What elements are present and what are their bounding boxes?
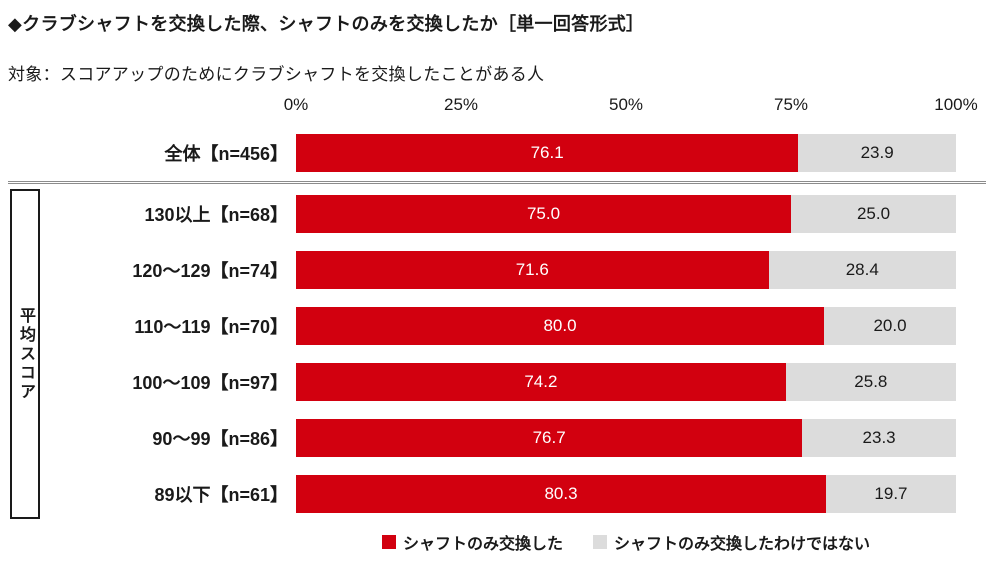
chart: 0% 25% 50% 75% 100% 平均スコア 全体【n=456】 76.1 23.9 1… <box>8 91 986 554</box>
category-label: 全体【n=456】 <box>164 144 288 164</box>
bar-segment-red: 71.6 <box>296 251 769 289</box>
chart-subtitle: 対象：スコアアップのためにクラブシャフトを交換したことがある人 <box>8 65 545 84</box>
chart-title: ◆クラブシャフトを交換した際、シャフトのみを交換したか［単一回答形式］ <box>8 14 645 34</box>
bar-segment-red: 76.7 <box>296 419 803 457</box>
axis-tick-label: 50% <box>608 95 644 114</box>
bar-track: 80.3 19.7 <box>296 475 956 513</box>
bar-value-label: 75.0 <box>526 204 561 223</box>
category-label: 89以下【n=61】 <box>154 485 288 505</box>
category-label: 130以上【n=68】 <box>144 205 288 225</box>
axis-tick-label: 25% <box>443 95 479 114</box>
group-label-box: 平均スコア <box>10 189 40 519</box>
bar-track: 76.7 23.3 <box>296 419 956 457</box>
legend: シャフトのみ交換した シャフトのみ交換したわけではない <box>296 530 956 554</box>
legend-swatch-icon <box>381 535 396 549</box>
category-label: 120～129【n=74】 <box>132 261 288 281</box>
bar-value-label: 19.7 <box>874 484 908 503</box>
category-label: 110～119【n=70】 <box>134 317 288 337</box>
category-label: 100～109【n=97】 <box>132 373 288 393</box>
bar-value-label: 80.0 <box>543 316 577 335</box>
bar-value-label: 25.0 <box>856 204 891 223</box>
legend-item: シャフトのみ交換した <box>381 530 563 554</box>
bar-segment-gray: 25.0 <box>791 195 956 233</box>
category-label: 90～99【n=86】 <box>152 429 288 449</box>
bar-segment-red: 76.1 <box>296 134 799 172</box>
chart-row: 90～99【n=86】 76.7 23.3 <box>8 410 986 466</box>
chart-row: 100～109【n=97】 74.2 25.8 <box>8 354 986 410</box>
legend-swatch-icon <box>593 535 607 549</box>
bar-value-label: 25.8 <box>854 372 888 391</box>
bar-track: 74.2 25.8 <box>296 363 956 401</box>
bar-segment-gray: 25.8 <box>785 363 956 401</box>
bar-segment-red: 80.0 <box>296 307 824 345</box>
bar-value-label: 28.4 <box>845 260 879 279</box>
bar-track: 80.0 20.0 <box>296 307 956 345</box>
chart-row: 110～119【n=70】 80.0 20.0 <box>8 298 986 354</box>
bar-track: 71.6 28.4 <box>296 251 956 289</box>
page: ◆クラブシャフトを交換した際、シャフトのみを交換したか［単一回答形式］ 対象：ス… <box>8 14 986 554</box>
chart-row: 全体【n=456】 76.1 23.9 <box>8 125 986 181</box>
group-separator-line <box>8 181 986 186</box>
bar-segment-gray: 28.4 <box>768 251 956 289</box>
bar-segment-gray: 23.9 <box>798 134 956 172</box>
bar-segment-gray: 23.3 <box>802 419 956 457</box>
bar-track: 76.1 23.9 <box>296 134 956 172</box>
chart-rows: 全体【n=456】 76.1 23.9 130以上【n=68】 75.0 25.0 120～… <box>8 125 986 522</box>
group-label: 平均スコア <box>17 306 34 402</box>
bar-segment-gray: 20.0 <box>824 307 956 345</box>
axis-ticks: 0% 25% 50% 75% 100% <box>284 91 978 125</box>
bar-segment-red: 80.3 <box>296 475 826 513</box>
legend-item: シャフトのみ交換したわけではない <box>593 530 870 554</box>
bar-value-label: 23.3 <box>862 428 896 447</box>
chart-row: 89以下【n=61】 80.3 19.7 <box>8 466 986 522</box>
axis-tick-label: 0% <box>283 95 309 114</box>
bar-value-label: 80.3 <box>544 484 578 503</box>
legend-label: シャフトのみ交換したわけではない <box>614 536 871 553</box>
bar-value-label: 23.9 <box>860 143 894 162</box>
axis-tick-label: 100% <box>934 95 978 114</box>
chart-row: 130以上【n=68】 75.0 25.0 <box>8 186 986 242</box>
bar-value-label: 74.2 <box>524 372 558 391</box>
bar-value-label: 76.7 <box>532 428 566 447</box>
bar-value-label: 76.1 <box>530 143 564 162</box>
bar-track: 75.0 25.0 <box>296 195 956 233</box>
bar-segment-red: 74.2 <box>296 363 786 401</box>
bar-value-label: 71.6 <box>515 260 549 279</box>
bar-segment-red: 75.0 <box>296 195 791 233</box>
chart-body: 平均スコア 全体【n=456】 76.1 23.9 130以上【n=68】 75.0 25… <box>8 125 986 522</box>
bar-segment-gray: 19.7 <box>825 475 956 513</box>
chart-row: 120～129【n=74】 71.6 28.4 <box>8 242 986 298</box>
axis-tick-label: 75% <box>773 95 809 114</box>
bar-value-label: 20.0 <box>873 316 907 335</box>
legend-label: シャフトのみ交換した <box>402 536 563 553</box>
